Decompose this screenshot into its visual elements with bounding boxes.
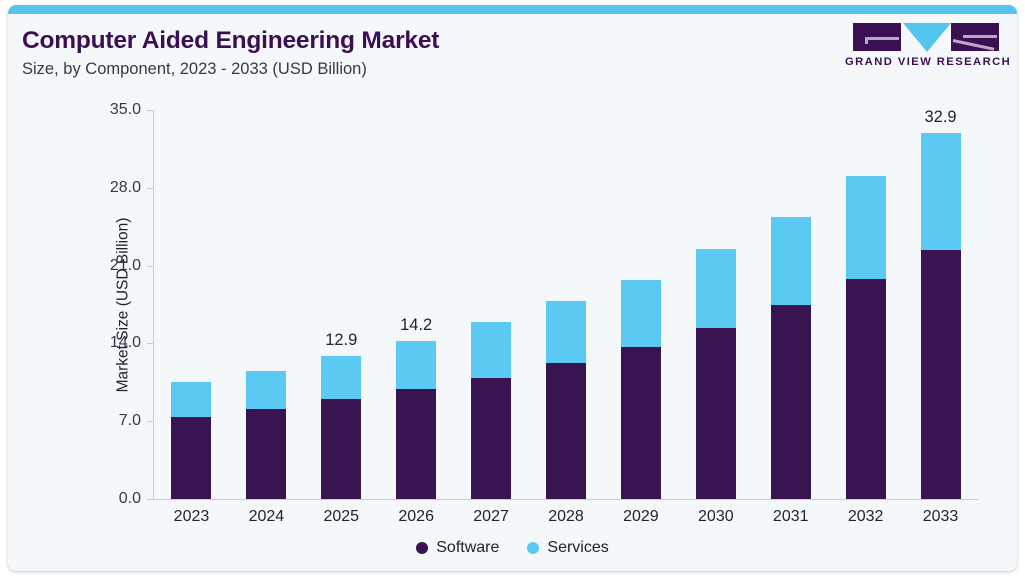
bar-column[interactable] — [171, 382, 212, 499]
x-axis-tick-label: 2023 — [173, 508, 210, 525]
x-axis-tick-label: 2024 — [248, 508, 285, 525]
x-axis-tick-label: 2033 — [922, 508, 959, 525]
y-axis-tick — [147, 110, 154, 111]
bar-segment-software[interactable] — [171, 416, 212, 499]
bar-segment-services[interactable] — [920, 133, 961, 251]
bar-segment-software[interactable] — [920, 250, 961, 499]
bar-column[interactable] — [471, 322, 512, 499]
x-axis-tick-label: 2028 — [548, 508, 584, 525]
y-axis-tick-label: 28.0 — [109, 178, 141, 196]
bar-segment-services[interactable] — [695, 248, 736, 328]
chart-card: Computer Aided Engineering Market Size, … — [8, 5, 1017, 571]
y-axis-tick-label: 35.0 — [109, 101, 141, 118]
y-axis-tick — [147, 499, 154, 500]
bar-column[interactable] — [246, 371, 287, 499]
page-subtitle: Size, by Component, 2023 - 2033 (USD Bil… — [22, 60, 367, 78]
bar-column[interactable] — [845, 175, 886, 499]
y-axis-tick-label: 21.0 — [109, 256, 141, 274]
page-title: Computer Aided Engineering Market — [22, 27, 440, 54]
legend-label: Services — [547, 539, 609, 556]
bar-column[interactable] — [695, 248, 736, 499]
x-axis-tick-label: 2032 — [847, 508, 884, 525]
x-axis-tick-label: 2031 — [772, 508, 809, 525]
legend-swatch-icon — [527, 542, 540, 554]
bar-column[interactable]: 12.9 — [321, 331, 362, 499]
bar-value-label: 32.9 — [924, 108, 957, 127]
bar-segment-software[interactable] — [471, 377, 512, 499]
legend-item[interactable]: Services — [527, 539, 609, 557]
bar-segment-software[interactable] — [620, 346, 661, 499]
y-axis-tick — [147, 265, 154, 267]
bar-segment-software[interactable] — [321, 398, 362, 499]
plot-area: Market Size (USD Billion) 0.0 7.0 14.0 21.0… — [110, 101, 978, 525]
bar-segment-services[interactable] — [770, 216, 811, 305]
bar-column[interactable] — [546, 301, 586, 499]
bar-segment-software[interactable] — [396, 388, 437, 499]
y-axis-tick-label: 7.0 — [118, 412, 141, 430]
legend-label: Software — [436, 539, 500, 556]
chart-legend: Software Services — [8, 539, 1017, 557]
bar-value-label: 12.9 — [325, 330, 358, 349]
x-axis-tick-label: 2029 — [623, 508, 659, 525]
y-axis-tick — [147, 187, 154, 189]
bar-segment-software[interactable] — [845, 278, 886, 499]
bar-segment-services[interactable] — [471, 322, 512, 378]
bar-segment-services[interactable] — [620, 280, 661, 347]
y-axis-line — [153, 110, 154, 499]
x-axis-line — [153, 499, 978, 500]
legend-swatch-icon — [416, 542, 429, 554]
bar-value-label: 14.2 — [400, 316, 433, 335]
y-axis-tick — [147, 421, 154, 423]
x-axis-tick-label: 2025 — [323, 508, 360, 525]
bar-segment-services[interactable] — [396, 341, 437, 389]
y-axis-tick-label: 14.0 — [109, 334, 141, 352]
bar-segment-services[interactable] — [546, 301, 586, 364]
bar-segment-services[interactable] — [171, 382, 212, 417]
bar-segment-services[interactable] — [845, 175, 886, 279]
bar-segment-software[interactable] — [770, 304, 811, 499]
legend-item[interactable]: Software — [416, 539, 499, 557]
x-axis-tick-label: 2026 — [398, 508, 434, 525]
bar-column[interactable]: 32.9 — [920, 108, 961, 499]
logo-text: GRAND VIEW RESEARCH — [845, 56, 1012, 68]
y-axis-tick — [147, 343, 154, 345]
bar-segment-software[interactable] — [246, 408, 287, 499]
bar-segment-software[interactable] — [546, 363, 586, 499]
bar-column[interactable] — [620, 280, 661, 499]
bar-column[interactable] — [770, 216, 811, 499]
bar-segment-services[interactable] — [246, 371, 287, 409]
brand-logo: GRAND VIEW RESEARCH — [845, 22, 1012, 74]
bar-segment-software[interactable] — [695, 327, 736, 499]
logo-g-icon — [853, 23, 901, 51]
y-axis-title: Market Size (USD Billion) — [114, 217, 132, 392]
logo-v-icon — [903, 23, 951, 52]
logo-r-icon — [951, 23, 999, 51]
x-axis-tick-label: 2030 — [698, 508, 734, 525]
logo-mark-group — [845, 22, 1007, 52]
y-axis-tick-label: 0.0 — [118, 490, 141, 507]
bar-segment-services[interactable] — [321, 355, 362, 399]
bar-column[interactable]: 14.2 — [396, 316, 437, 499]
x-axis-tick-label: 2027 — [473, 508, 509, 525]
accent-top-bar — [8, 5, 1017, 14]
